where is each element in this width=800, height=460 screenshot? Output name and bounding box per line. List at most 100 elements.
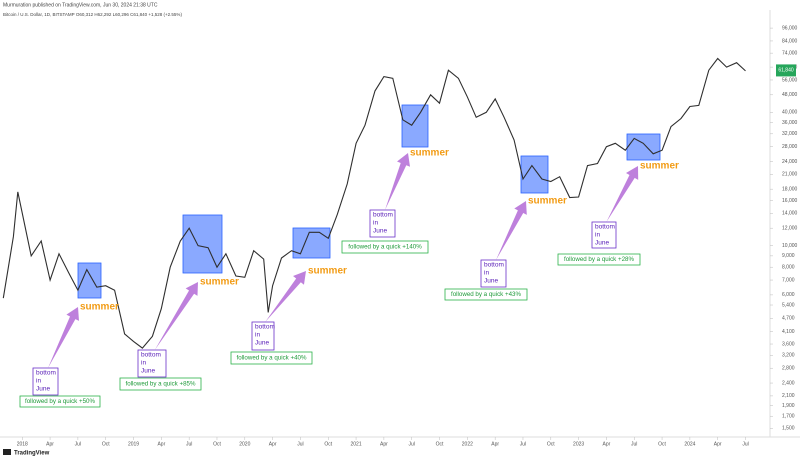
note-box <box>444 288 528 301</box>
bottom-label: bottom <box>373 212 393 219</box>
brand-logo <box>3 449 11 455</box>
symbol-info: Bitcoin / U.S. Dollar, 1D, BITSTAMP O60,… <box>3 12 182 17</box>
x-tick-label: Jul <box>631 441 637 447</box>
y-tick-label: 4,700 <box>782 316 795 322</box>
y-tick-label: 1,700 <box>782 414 795 420</box>
y-tick-label: 40,000 <box>782 110 798 116</box>
y-tick-label: 74,000 <box>782 50 798 56</box>
note-label: followed by a quick +85% <box>126 381 196 388</box>
x-tick-label: Jul <box>75 441 81 447</box>
y-tick-label: 8,000 <box>782 265 795 271</box>
bottom-label: June <box>36 386 50 393</box>
bottom-label: in <box>484 270 489 277</box>
x-tick-label: 2018 <box>17 441 28 447</box>
y-tick-label: 84,000 <box>782 38 798 44</box>
y-tick-label: 12,000 <box>782 226 798 232</box>
x-tick-label: 2021 <box>351 441 362 447</box>
x-tick-label: Oct <box>324 441 332 447</box>
summer-label: summer <box>528 196 567 207</box>
arrow <box>48 307 79 368</box>
x-tick-label: Jul <box>186 441 192 447</box>
x-tick-label: Jul <box>742 441 748 447</box>
bottom-label: bottom <box>484 262 504 269</box>
x-tick-label: 2020 <box>239 441 250 447</box>
bottom-box <box>369 209 396 238</box>
note-label: followed by a quick +28% <box>564 256 634 263</box>
y-tick-label: 14,000 <box>782 211 798 217</box>
bottom-box <box>137 349 167 378</box>
x-tick-label: Apr <box>46 441 54 447</box>
summer-box <box>626 133 661 161</box>
x-tick-label: Apr <box>380 441 388 447</box>
note-label: followed by a quick +50% <box>25 398 95 405</box>
y-tick-label: 2,400 <box>782 380 795 386</box>
x-tick-label: Oct <box>102 441 110 447</box>
x-tick-label: 2019 <box>128 441 139 447</box>
x-tick-label: Apr <box>714 441 722 447</box>
y-tick-label: 2,800 <box>782 366 795 372</box>
bottom-label: bottom <box>595 224 615 231</box>
x-tick-label: 2023 <box>573 441 584 447</box>
x-tick-label: Oct <box>547 441 555 447</box>
summer-box <box>520 155 549 194</box>
bottom-label: June <box>141 368 155 375</box>
y-tick-label: 18,000 <box>782 187 798 193</box>
y-tick-label: 1,900 <box>782 403 795 409</box>
y-tick-label: 3,600 <box>782 341 795 347</box>
arrow <box>496 201 527 260</box>
x-tick-label: Apr <box>491 441 499 447</box>
bottom-box <box>480 259 507 288</box>
y-tick-label: 32,000 <box>782 131 798 137</box>
arrow <box>154 282 198 350</box>
x-tick-label: Jul <box>297 441 303 447</box>
bottom-label: in <box>373 220 378 227</box>
last-price-box <box>776 64 796 77</box>
y-tick-label: 28,000 <box>782 144 798 150</box>
note-box <box>230 351 313 365</box>
note-box <box>119 377 202 391</box>
bottom-label: June <box>595 240 609 247</box>
bottom-label: in <box>255 332 260 339</box>
y-tick-label: 9,000 <box>782 253 795 259</box>
bottom-box <box>251 321 275 351</box>
x-tick-label: 2024 <box>684 441 695 447</box>
y-tick-label: 7,000 <box>782 277 795 283</box>
note-label: followed by a quick +43% <box>451 291 521 298</box>
bottom-label: bottom <box>36 370 56 377</box>
y-tick-label: 21,000 <box>782 172 798 178</box>
arrow <box>385 153 411 210</box>
note-label: followed by a quick +40% <box>237 355 307 362</box>
x-tick-label: Apr <box>269 441 277 447</box>
bottom-box <box>32 367 59 396</box>
y-tick-label: 96,000 <box>782 25 798 31</box>
y-tick-label: 5,400 <box>782 302 795 308</box>
y-tick-label: 3,200 <box>782 353 795 359</box>
x-tick-label: Apr <box>157 441 165 447</box>
y-tick-label: 24,000 <box>782 159 798 165</box>
bottom-label: June <box>373 228 387 235</box>
x-tick-label: Jul <box>409 441 415 447</box>
summer-label: summer <box>308 266 347 277</box>
summer-box <box>401 104 429 148</box>
bottom-label: June <box>255 340 269 347</box>
y-tick-label: 16,000 <box>782 198 798 204</box>
bottom-label: in <box>36 378 41 385</box>
y-tick-label: 48,000 <box>782 92 798 98</box>
bottom-label: bottom <box>255 324 275 331</box>
note-box <box>557 253 641 266</box>
summer-label: summer <box>200 277 239 288</box>
bottom-label: in <box>141 360 146 367</box>
summer-label: summer <box>640 161 679 172</box>
x-tick-label: Oct <box>213 441 221 447</box>
y-tick-label: 56,000 <box>782 77 798 83</box>
y-tick-label: 1,500 <box>782 426 795 432</box>
last-price-label: 61,840 <box>778 68 794 74</box>
x-tick-label: Apr <box>603 441 611 447</box>
publisher: Murmuration published on TradingView.com… <box>3 2 158 8</box>
x-tick-label: Oct <box>436 441 444 447</box>
note-box <box>19 395 101 408</box>
note-label: followed by a quick +140% <box>348 244 422 251</box>
summer-label: summer <box>410 148 449 159</box>
